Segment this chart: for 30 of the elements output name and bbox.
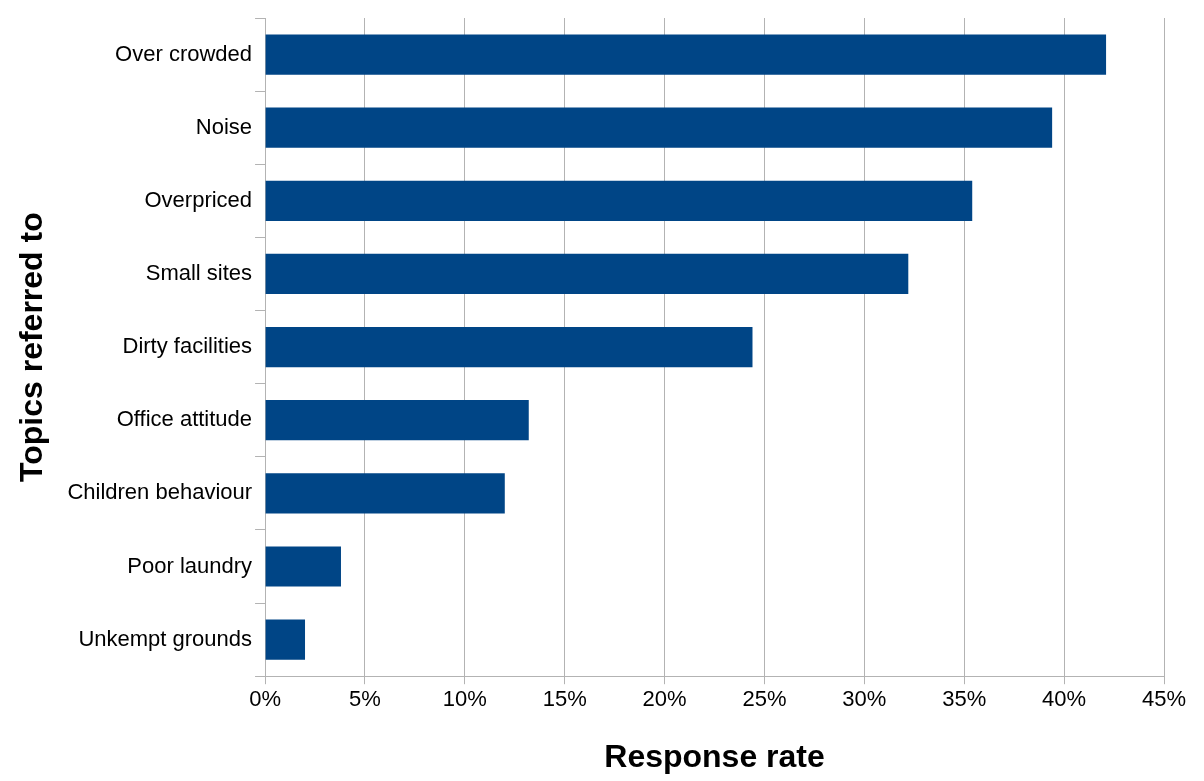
bar (265, 180, 973, 221)
bar (265, 107, 1053, 148)
y-tick-label: Poor laundry (127, 552, 253, 578)
y-tick-label: Overpriced (144, 186, 253, 212)
bar (265, 619, 306, 660)
x-tick-label: 10% (442, 686, 487, 712)
bar (265, 546, 341, 587)
y-tick-label: Dirty facilities (122, 333, 253, 359)
x-tick-label: 20% (642, 686, 687, 712)
y-tick-label: Small sites (145, 260, 253, 286)
y-axis-title: Topics referred to (13, 212, 50, 482)
x-tick-label: 40% (1042, 686, 1087, 712)
x-tick-label: 35% (942, 686, 987, 712)
y-tick-label: Noise (195, 113, 253, 139)
x-tick-label: 25% (742, 686, 787, 712)
x-axis-title: Response rate (604, 737, 825, 774)
bar (265, 253, 909, 295)
y-tick-label: Children behaviour (67, 479, 253, 505)
x-tick-label: 30% (842, 686, 887, 712)
bar (265, 400, 529, 441)
bar (265, 473, 505, 514)
x-tick-label: 0% (249, 686, 281, 712)
y-tick-label: Unkempt grounds (78, 625, 253, 651)
x-tick-label: 15% (542, 686, 587, 712)
x-tick-label: 45% (1141, 686, 1187, 712)
bar (265, 326, 753, 368)
y-tick-label: Over crowded (115, 40, 253, 66)
bar (265, 34, 1107, 75)
y-tick-label: Office attitude (116, 406, 253, 432)
x-tick-label: 5% (349, 686, 381, 712)
